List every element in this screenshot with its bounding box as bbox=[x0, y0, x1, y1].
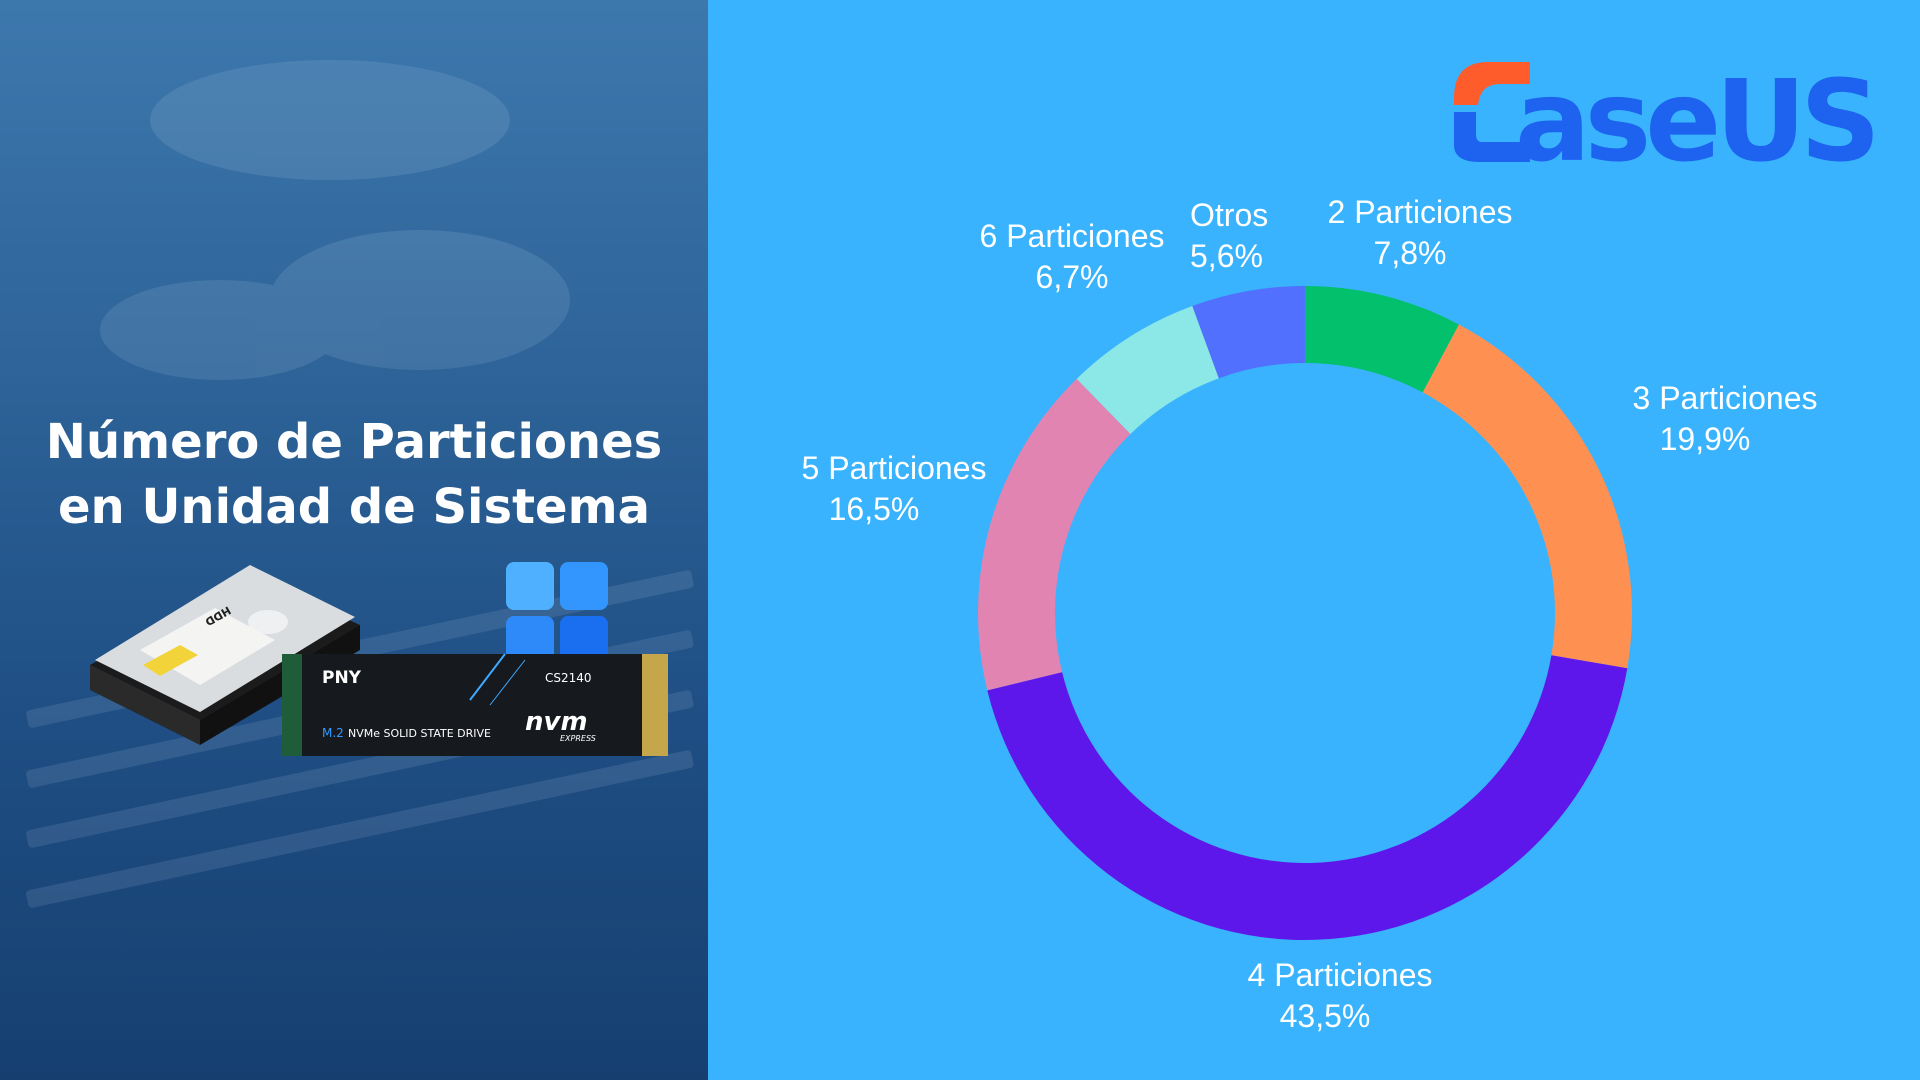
slice-label-2-name: 2 Particiones bbox=[1327, 194, 1513, 230]
nvm-logo: nvm bbox=[525, 707, 588, 737]
storage-devices-illustration: HDD PNY CS2140 M.2 NVMe SOLID STATE DRIV… bbox=[90, 562, 668, 756]
slice-label-6-name: 6 Particiones bbox=[979, 218, 1165, 254]
slice-label-5-value: 16,5% bbox=[828, 491, 920, 527]
windows-logo-icon bbox=[506, 562, 608, 664]
ssd-prefix: M.2 bbox=[322, 726, 344, 740]
slice-label-3: 3 Particiones 19,9% bbox=[1605, 378, 1845, 460]
donut-slice-3 bbox=[1422, 324, 1632, 669]
slice-label-4-name: 4 Particiones bbox=[1247, 957, 1433, 993]
title-line-2: en Unidad de Sistema bbox=[58, 479, 650, 535]
slice-label-3-name: 3 Particiones bbox=[1632, 380, 1818, 416]
slice-label-4: 4 Particiones 43,5% bbox=[1220, 955, 1460, 1037]
donut-slice-otros bbox=[1192, 286, 1305, 379]
nvm-logo-sub: EXPRESS bbox=[560, 734, 596, 743]
slice-label-2-value: 7,8% bbox=[1373, 235, 1447, 271]
easeus-logo-icon bbox=[1454, 62, 1530, 162]
ssd-model: CS2140 bbox=[545, 671, 592, 685]
nvme-ssd-image: PNY CS2140 M.2 NVMe SOLID STATE DRIVE nv… bbox=[282, 653, 668, 756]
donut-slice-6 bbox=[1076, 306, 1219, 435]
slice-label-6: 6 Particiones 6,7% bbox=[962, 216, 1182, 298]
ssd-description: NVMe SOLID STATE DRIVE bbox=[348, 727, 491, 740]
slice-label-otros: Otros 5,6% bbox=[1190, 195, 1290, 277]
donut-slice-5 bbox=[978, 378, 1131, 691]
slice-label-4-value: 43,5% bbox=[1279, 998, 1371, 1034]
slice-label-2: 2 Particiones 7,8% bbox=[1310, 192, 1530, 274]
slice-label-otros-value: 5,6% bbox=[1190, 238, 1263, 274]
slice-label-3-value: 19,9% bbox=[1659, 421, 1751, 457]
easeus-logo-text: aseUS bbox=[1515, 57, 1881, 187]
title-line-1: Número de Particiones bbox=[45, 414, 663, 470]
ssd-brand: PNY bbox=[322, 668, 362, 688]
hard-drive-image: HDD bbox=[90, 565, 360, 745]
slice-label-6-value: 6,7% bbox=[1035, 259, 1109, 295]
slice-label-5-name: 5 Particiones bbox=[801, 450, 987, 486]
donut-slice-4 bbox=[987, 655, 1628, 940]
page-title: Número de Particiones en Unidad de Siste… bbox=[0, 410, 708, 540]
slice-label-otros-name: Otros bbox=[1190, 197, 1269, 233]
donut-slice-2 bbox=[1305, 286, 1459, 393]
left-panel: Número de Particiones en Unidad de Siste… bbox=[0, 0, 708, 1080]
slice-label-5: 5 Particiones 16,5% bbox=[784, 448, 1004, 530]
